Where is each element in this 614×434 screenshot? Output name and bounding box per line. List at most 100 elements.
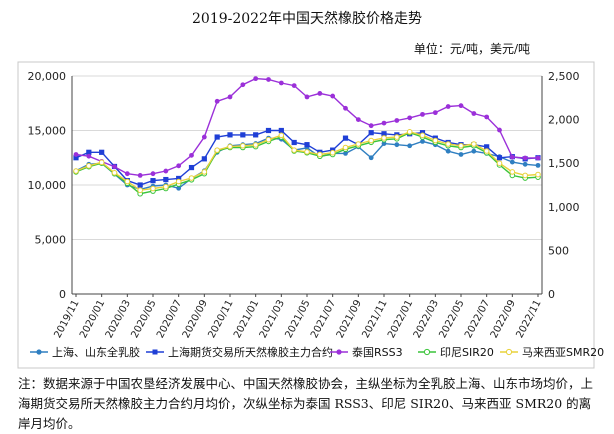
series-3-point	[355, 117, 361, 122]
series-3-point	[124, 171, 130, 177]
chart-note: 注：数据来源于中国农垦经济发展中心、中国天然橡胶协会，主纵坐标为全乳胶上海、山东…	[18, 376, 594, 431]
series-3-point	[458, 103, 464, 109]
series-5-point	[291, 147, 297, 153]
series-5-point	[445, 141, 451, 147]
legend-label: 上海期货交易所天然橡胶主力合约	[168, 345, 333, 359]
series-5-point	[240, 142, 246, 149]
series-2-point	[496, 155, 503, 161]
series-1-point	[368, 155, 374, 161]
y-left-tick-label: 20,000	[28, 70, 67, 83]
series-2-point	[176, 175, 182, 182]
series-5-point	[432, 137, 439, 144]
series-5-point	[188, 175, 195, 181]
y-left-tick-label: 10,000	[28, 179, 67, 192]
series-3-point	[432, 110, 438, 116]
series-5-point	[342, 144, 349, 151]
series-1-point	[407, 143, 413, 149]
chart-frame	[17, 61, 595, 369]
x-tick-label: 2021/05	[283, 298, 312, 340]
gridlines	[72, 75, 542, 240]
legend-label: 印尼SIR20	[440, 346, 494, 359]
series-3-point	[420, 111, 425, 117]
series-1-point	[176, 185, 182, 191]
series-line-3	[75, 77, 538, 177]
x-tick-label: 2020/09	[181, 298, 210, 340]
x-tick-label: 2020/07	[155, 298, 184, 340]
y-right-tick-label: 0	[548, 288, 555, 301]
series-3-point	[278, 80, 284, 86]
legend-swatch-marker	[505, 348, 513, 356]
series-5-point	[252, 142, 259, 148]
legend-swatch-marker	[423, 348, 431, 356]
legend-swatch-marker	[336, 349, 342, 355]
series-3-point	[73, 152, 79, 157]
series-3-point	[266, 77, 271, 82]
series-1-point	[381, 141, 387, 146]
series-2-point	[201, 156, 207, 162]
series-3-point	[227, 94, 233, 100]
series-5-point	[214, 147, 220, 153]
series-3-point	[522, 155, 528, 161]
x-tick-label: 2021/09	[335, 298, 364, 340]
x-tick-label: 2020/03	[104, 298, 133, 340]
series-3-point	[317, 91, 323, 96]
series-5-point	[73, 168, 79, 174]
series-5-point	[111, 169, 118, 176]
series-3-point	[304, 94, 310, 100]
series-5-point	[496, 160, 503, 166]
series-1-point	[471, 148, 477, 154]
y-right-tick-label: 2,500	[548, 70, 580, 83]
series-2-point	[214, 134, 220, 140]
series-5-point	[201, 169, 208, 175]
series-2-point	[342, 135, 349, 141]
series-5-point	[86, 163, 92, 169]
series-3-point	[112, 164, 117, 170]
legend-swatch-marker	[36, 349, 42, 355]
series-2-point	[86, 149, 92, 155]
x-tick-label: 2022/09	[489, 298, 518, 340]
series-5-point	[522, 172, 528, 179]
legend-label: 上海、山东全乳胶	[52, 345, 140, 359]
series-3-point	[343, 105, 348, 111]
series-5-point	[150, 185, 156, 192]
series-5-point	[381, 135, 387, 141]
series-1-point	[343, 150, 348, 156]
series-2-point	[253, 132, 259, 138]
series-3-point	[445, 104, 451, 109]
unit-label: 单位：元/吨，美元/吨	[413, 42, 530, 56]
series-1-point	[445, 148, 451, 154]
series-5-point	[394, 134, 400, 140]
series-1-point	[420, 139, 425, 144]
series-1-point	[509, 159, 515, 165]
series-5-point	[137, 187, 143, 194]
series-3-point	[509, 154, 515, 160]
x-tick-label: 2022/07	[463, 298, 492, 340]
series-3-point	[137, 173, 143, 178]
series-3-point	[189, 152, 194, 158]
series-2-point	[137, 182, 143, 188]
x-tick-label: 2022/05	[437, 298, 466, 340]
series-5-point	[124, 178, 131, 185]
series-3-point	[291, 83, 297, 88]
x-tick-label: 2019/11	[52, 298, 81, 340]
series-5-point	[265, 136, 272, 143]
y-right-tick-label: 1,500	[548, 157, 580, 170]
series-2-point	[99, 149, 105, 155]
series-3-point	[368, 123, 374, 129]
chart-title: 2019-2022年中国天然橡胶价格走势	[192, 11, 422, 27]
series-3-point	[214, 98, 220, 104]
series-3-point	[407, 115, 413, 121]
legend: 上海、山东全乳胶 上海期货交易所天然橡胶主力合约 泰国RSS3 印尼SIR20 马来西亚…	[30, 345, 604, 359]
series-3-point	[201, 134, 207, 140]
x-tick-label: 2022/03	[412, 298, 441, 340]
y-left-tick-label: 5,000	[35, 234, 67, 247]
series-5-point	[163, 183, 169, 190]
series-1-point	[535, 162, 541, 168]
series-3-point	[471, 111, 477, 116]
series-2-point	[265, 127, 272, 134]
series-5-point	[304, 149, 310, 155]
x-tick-label: 2021/01	[232, 298, 261, 340]
y-right-tick-label: 500	[548, 244, 569, 257]
y-left-tick-label: 0	[59, 288, 66, 301]
